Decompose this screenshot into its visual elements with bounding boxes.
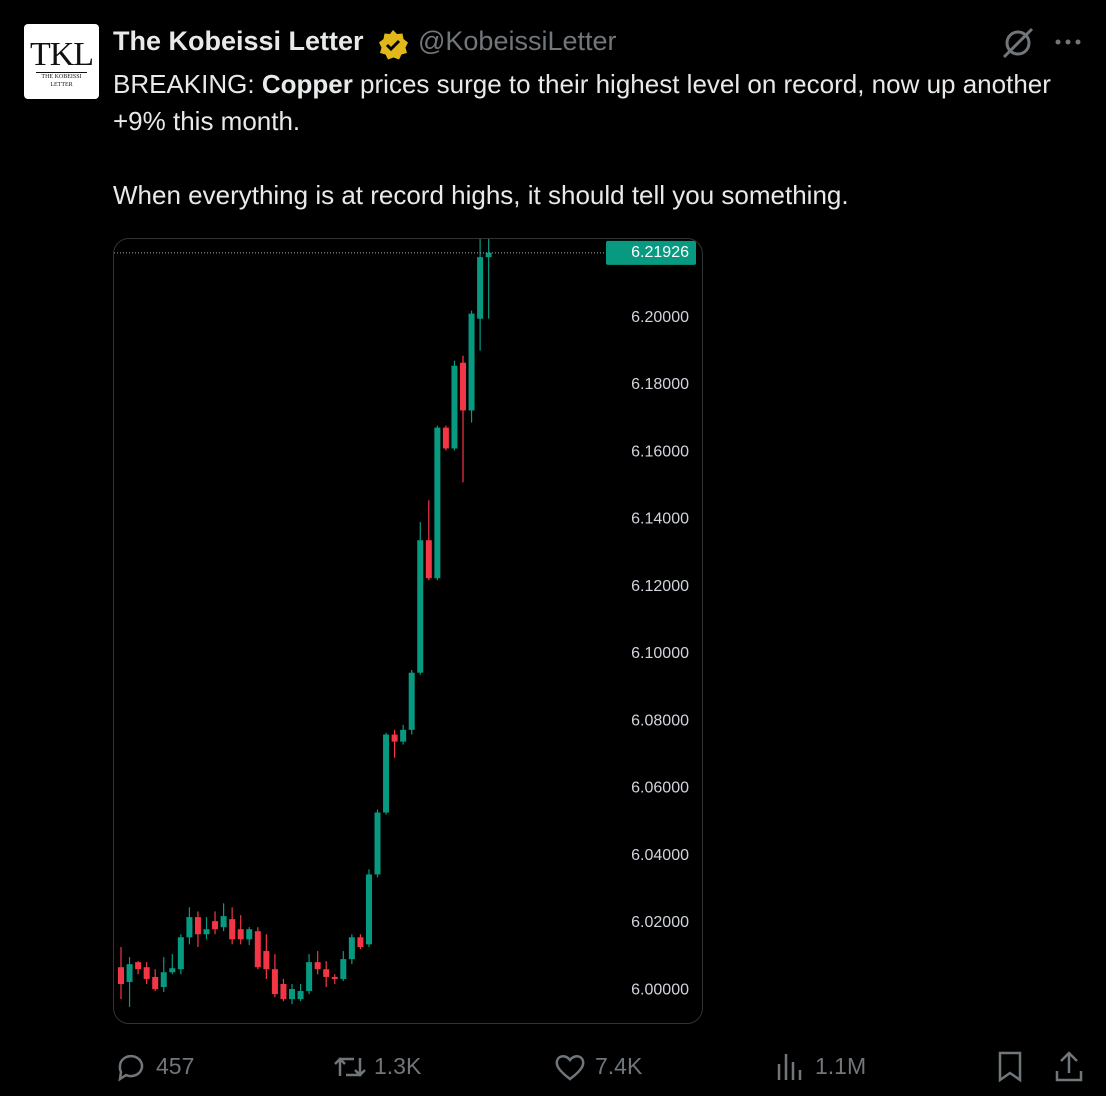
candle-body <box>177 937 184 970</box>
tweet-text: BREAKING: Copper prices surge to their h… <box>113 66 1063 251</box>
text: When everything is at record highs, it s… <box>113 180 849 210</box>
candle-body <box>194 917 201 935</box>
text: BREAKING: <box>113 69 262 99</box>
avatar[interactable]: TKL THE KOBEISSI LETTER <box>24 24 99 99</box>
candle-body <box>169 968 176 973</box>
like-icon[interactable] <box>553 1050 587 1084</box>
avatar-text: TKL <box>29 36 94 73</box>
repost-icon[interactable] <box>332 1050 368 1084</box>
text: prices surge to their highest level on r… <box>113 69 1051 136</box>
more-icon[interactable] <box>1052 30 1084 54</box>
candle-body <box>160 972 167 988</box>
candle-body <box>135 962 142 970</box>
author-handle[interactable]: @KobeissiLetter <box>418 26 617 56</box>
candle-body <box>220 916 227 928</box>
candle-body <box>391 734 398 742</box>
candle-body <box>460 362 466 411</box>
y-tick-label: 6.18000 <box>631 376 689 393</box>
candle-body <box>451 365 458 449</box>
candle-body <box>263 951 270 970</box>
candle-body <box>425 540 432 579</box>
candle-body <box>331 976 338 979</box>
views-count[interactable]: 1.1M <box>815 1053 867 1079</box>
avatar-subtext: THE KOBEISSI LETTER <box>36 72 87 89</box>
reply-count[interactable]: 457 <box>156 1053 195 1079</box>
candle-body <box>323 969 330 977</box>
candle-body <box>408 672 415 730</box>
candle-body <box>383 734 390 813</box>
candle-body <box>434 427 441 579</box>
y-tick-label: 6.16000 <box>631 443 689 460</box>
candle-body <box>468 313 475 411</box>
candle-body <box>289 989 295 1000</box>
candle-body <box>374 812 381 875</box>
chart: 6.00000 6.02000 6.04000 6.06000 6.08000 6.100… <box>114 239 696 1007</box>
candle-body <box>186 917 193 938</box>
candle-body <box>314 962 321 970</box>
candle-body <box>400 729 407 742</box>
candle-body <box>126 964 133 982</box>
y-tick-label: 6.08000 <box>631 712 689 729</box>
grok-icon[interactable] <box>1000 25 1036 61</box>
verified-badge <box>379 30 408 60</box>
candle-body <box>357 937 364 948</box>
views-icon[interactable] <box>775 1050 805 1084</box>
candle-body <box>254 931 261 968</box>
candle-body <box>365 874 372 945</box>
candle-body <box>477 257 484 319</box>
like-count[interactable]: 7.4K <box>595 1053 643 1079</box>
y-tick-label: 6.20000 <box>631 309 689 326</box>
paragraph: When everything is at record highs, it s… <box>113 177 1063 214</box>
candle-body <box>297 991 304 1000</box>
repost-count[interactable]: 1.3K <box>374 1053 422 1079</box>
last-price-label: 6.21926 <box>631 244 689 261</box>
candle-body <box>417 540 424 673</box>
bookmark-icon[interactable] <box>995 1049 1025 1085</box>
candle-body <box>348 937 355 960</box>
candle-body <box>280 984 287 1000</box>
candle-body <box>246 929 253 940</box>
candle-body <box>229 919 236 940</box>
candle-body <box>485 252 492 258</box>
y-tick-label: 6.14000 <box>631 511 689 528</box>
y-tick-label: 6.06000 <box>631 780 689 797</box>
chart-card[interactable]: 6.00000 6.02000 6.04000 6.06000 6.08000 6.100… <box>113 238 703 1024</box>
candle-body <box>118 967 124 985</box>
candle-body <box>306 962 313 992</box>
last-price-tag <box>606 240 696 265</box>
y-tick-label: 6.10000 <box>631 645 689 662</box>
candle-body <box>271 969 278 995</box>
y-tick-label: 6.02000 <box>631 914 689 931</box>
y-tick-label: 6.04000 <box>631 847 689 864</box>
paragraph: BREAKING: Copper prices surge to their h… <box>113 66 1063 140</box>
reply-icon[interactable] <box>114 1050 148 1084</box>
share-icon[interactable] <box>1052 1049 1086 1085</box>
bold-text: Copper <box>261 69 353 99</box>
y-tick-label: 6.12000 <box>631 578 689 595</box>
candle-body <box>152 976 159 990</box>
candle-body <box>143 967 150 979</box>
y-tick-label: 6.00000 <box>631 981 689 998</box>
candle-body <box>442 427 449 449</box>
author-name[interactable]: The Kobeissi Letter <box>113 26 364 56</box>
candle-body <box>340 959 347 979</box>
candle-body <box>203 929 210 935</box>
candle-body <box>237 929 244 940</box>
candle-body <box>212 921 219 930</box>
